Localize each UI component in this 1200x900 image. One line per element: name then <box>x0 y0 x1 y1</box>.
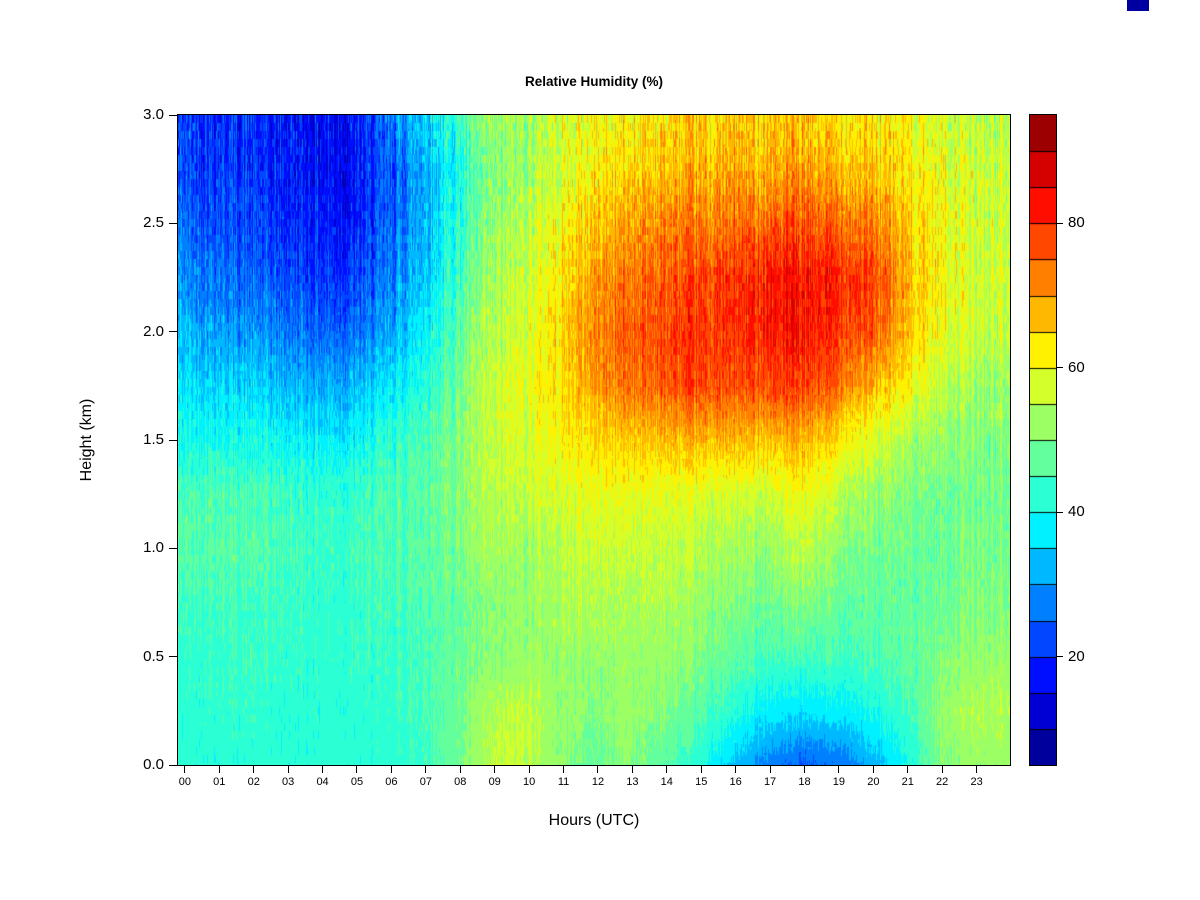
colorbar-canvas <box>1030 115 1056 765</box>
y-tick-label: 1.0 <box>143 539 164 557</box>
x-tick-mark <box>941 766 943 773</box>
x-tick-label: 17 <box>763 776 777 788</box>
x-tick-mark <box>184 766 186 773</box>
colorbar-tick-label: 40 <box>1068 503 1085 521</box>
x-tick-label: 02 <box>247 776 260 788</box>
x-tick-label: 14 <box>660 776 673 788</box>
colorbar-tick-mark <box>1057 222 1063 224</box>
x-tick-label: 22 <box>936 776 949 788</box>
y-tick-mark <box>169 547 177 549</box>
x-tick-label: 20 <box>867 776 880 788</box>
x-tick-label: 21 <box>901 776 914 788</box>
y-tick-mark <box>169 764 177 766</box>
x-tick-mark <box>425 766 427 773</box>
x-tick-mark <box>735 766 737 773</box>
x-tick-mark <box>390 766 392 773</box>
heatmap-plot-area <box>177 114 1011 766</box>
x-tick-label: 16 <box>729 776 742 788</box>
x-tick-mark <box>976 766 978 773</box>
y-tick-label: 2.0 <box>143 322 164 340</box>
x-tick-mark <box>666 766 668 773</box>
x-tick-label: 07 <box>419 776 432 788</box>
x-tick-mark <box>528 766 530 773</box>
x-tick-label: 19 <box>832 776 846 788</box>
x-tick-label: 03 <box>282 776 295 788</box>
x-tick-label: 04 <box>316 776 329 788</box>
y-tick-label: 2.5 <box>143 214 164 232</box>
x-tick-label: 10 <box>522 776 536 788</box>
x-tick-mark <box>803 766 805 773</box>
x-tick-label: 01 <box>213 776 226 788</box>
y-tick-label: 3.0 <box>143 106 164 123</box>
colorbar-tick-label: 20 <box>1068 647 1085 665</box>
x-tick-label: 11 <box>557 776 570 788</box>
x-tick-label: 15 <box>695 776 708 788</box>
y-tick-mark <box>169 222 177 224</box>
x-tick-mark <box>631 766 633 773</box>
x-tick-label: 00 <box>178 776 191 788</box>
x-tick-label: 08 <box>454 776 467 788</box>
x-tick-label: 06 <box>385 776 398 788</box>
y-tick-mark <box>169 331 177 333</box>
x-tick-mark <box>356 766 358 773</box>
x-tick-mark <box>769 766 771 773</box>
y-tick-mark <box>169 439 177 441</box>
colorbar-tick-mark <box>1057 656 1063 658</box>
x-tick-mark <box>287 766 289 773</box>
y-tick-label: 0.5 <box>143 647 164 665</box>
corner-artifact-swatch <box>1127 0 1149 11</box>
x-tick-mark <box>494 766 496 773</box>
y-tick-mark <box>169 114 177 116</box>
x-tick-mark <box>838 766 840 773</box>
x-tick-label: 09 <box>488 776 501 788</box>
x-tick-label: 23 <box>970 776 983 788</box>
x-tick-mark <box>218 766 220 773</box>
colorbar-tick-label: 60 <box>1068 358 1085 376</box>
colorbar-tick-mark <box>1057 367 1063 369</box>
x-tick-mark <box>459 766 461 773</box>
y-axis-label: Height (km) <box>78 398 95 482</box>
y-tick-label: 1.5 <box>143 431 164 448</box>
x-tick-mark <box>563 766 565 773</box>
y-tick-label: 0.0 <box>143 756 164 773</box>
x-tick-mark <box>700 766 702 773</box>
x-axis-label: Hours (UTC) <box>548 812 640 829</box>
x-tick-mark <box>907 766 909 773</box>
x-tick-label: 13 <box>626 776 639 788</box>
chart-title: Relative Humidity (%) <box>524 74 664 89</box>
heatmap-canvas <box>178 115 1010 765</box>
colorbar-tick-mark <box>1057 511 1063 513</box>
x-tick-mark <box>322 766 324 773</box>
colorbar-tick-label: 80 <box>1068 214 1085 232</box>
y-tick-mark <box>169 656 177 658</box>
x-tick-label: 18 <box>798 776 811 788</box>
colorbar <box>1029 114 1057 766</box>
x-tick-mark <box>597 766 599 773</box>
x-tick-label: 12 <box>591 776 605 788</box>
x-tick-mark <box>872 766 874 773</box>
x-tick-mark <box>253 766 255 773</box>
x-tick-label: 05 <box>350 776 364 788</box>
